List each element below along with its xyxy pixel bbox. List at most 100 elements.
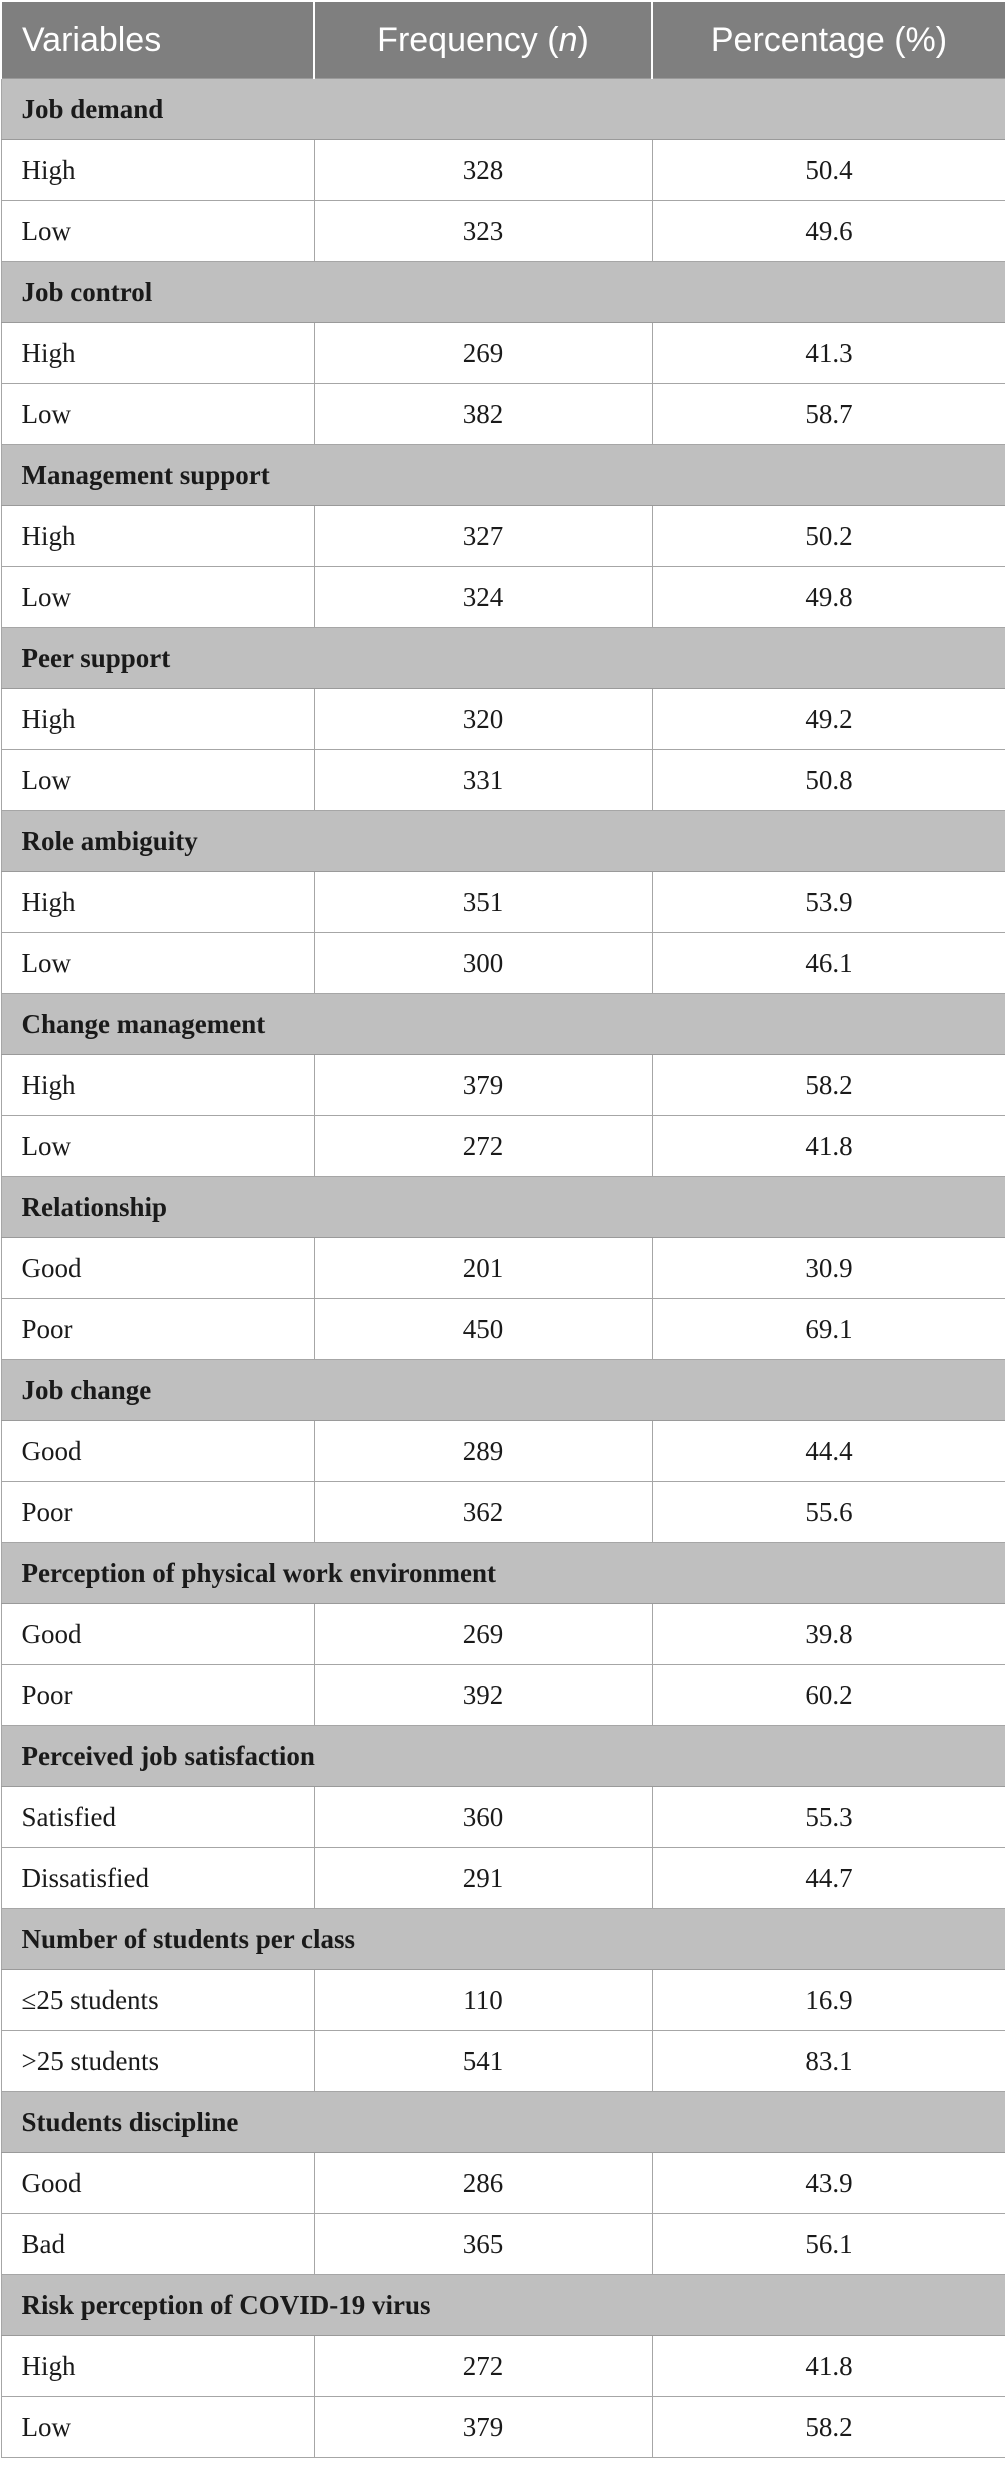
row-label: High: [0, 2335, 315, 2397]
group-title: Number of students per class: [1, 1908, 1005, 1970]
row-frequency: 379: [313, 2396, 653, 2458]
row-percentage: 41.8: [651, 2335, 1005, 2397]
row-label: Low: [0, 200, 315, 262]
table-row: Satisfied 360 55.3: [0, 1786, 1005, 1848]
table-row: High 327 50.2: [0, 505, 1005, 567]
row-label: High: [0, 688, 315, 750]
row-frequency: 541: [313, 2030, 653, 2092]
row-label: High: [0, 322, 315, 384]
group-title: Perception of physical work environment: [1, 1542, 1005, 1604]
row-percentage: 41.8: [651, 1115, 1005, 1177]
table-row: Low 324 49.8: [0, 566, 1005, 628]
table-row: Poor 362 55.6: [0, 1481, 1005, 1543]
row-percentage: 39.8: [651, 1603, 1005, 1665]
group-header-row: Number of students per class: [1, 1908, 1005, 1970]
header-frequency-text: Frequency (: [377, 20, 559, 59]
row-frequency: 320: [313, 688, 653, 750]
header-row: Variables Frequency (n) Percentage (%): [0, 0, 1005, 79]
row-frequency: 382: [313, 383, 653, 445]
row-percentage: 83.1: [651, 2030, 1005, 2092]
row-label: Low: [0, 749, 315, 811]
row-label: Low: [0, 383, 315, 445]
row-frequency: 392: [313, 1664, 653, 1726]
row-percentage: 69.1: [651, 1298, 1005, 1360]
row-label: Low: [0, 1115, 315, 1177]
row-frequency: 289: [313, 1420, 653, 1482]
table-row: Low 382 58.7: [0, 383, 1005, 445]
row-frequency: 450: [313, 1298, 653, 1360]
row-frequency: 328: [313, 139, 653, 201]
row-percentage: 30.9: [651, 1237, 1005, 1299]
row-percentage: 58.7: [651, 383, 1005, 445]
row-percentage: 53.9: [651, 871, 1005, 933]
header-frequency: Frequency (n): [313, 0, 653, 79]
row-label: High: [0, 505, 315, 567]
row-percentage: 44.4: [651, 1420, 1005, 1482]
table-row: Bad 365 56.1: [0, 2213, 1005, 2275]
row-percentage: 50.2: [651, 505, 1005, 567]
group-header-row: Job demand: [1, 78, 1005, 140]
row-label: Good: [0, 1420, 315, 1482]
group-title: Change management: [1, 993, 1005, 1055]
group-title: Role ambiguity: [1, 810, 1005, 872]
row-label: Bad: [0, 2213, 315, 2275]
table-row: Good 269 39.8: [0, 1603, 1005, 1665]
row-frequency: 324: [313, 566, 653, 628]
row-percentage: 49.2: [651, 688, 1005, 750]
row-percentage: 58.2: [651, 2396, 1005, 2458]
row-frequency: 351: [313, 871, 653, 933]
row-label: High: [0, 139, 315, 201]
table-row: High 272 41.8: [0, 2335, 1005, 2397]
table-body: Job demand High 328 50.4 Low 323 49.6 Job contr…: [0, 78, 1005, 2458]
row-label: Poor: [0, 1664, 315, 1726]
header-frequency-close: ): [577, 20, 589, 59]
row-frequency: 323: [313, 200, 653, 262]
header-percentage: Percentage (%): [651, 0, 1005, 79]
row-frequency: 269: [313, 322, 653, 384]
row-label: Low: [0, 2396, 315, 2458]
group-header-row: Role ambiguity: [1, 810, 1005, 872]
row-frequency: 110: [313, 1969, 653, 2031]
row-percentage: 43.9: [651, 2152, 1005, 2214]
row-label: Satisfied: [0, 1786, 315, 1848]
row-frequency: 272: [313, 1115, 653, 1177]
row-percentage: 55.3: [651, 1786, 1005, 1848]
row-frequency: 300: [313, 932, 653, 994]
row-frequency: 272: [313, 2335, 653, 2397]
table-row: Low 331 50.8: [0, 749, 1005, 811]
row-percentage: 55.6: [651, 1481, 1005, 1543]
group-header-row: Relationship: [1, 1176, 1005, 1238]
row-percentage: 16.9: [651, 1969, 1005, 2031]
table-row: High 320 49.2: [0, 688, 1005, 750]
table-row: High 351 53.9: [0, 871, 1005, 933]
row-label: Poor: [0, 1298, 315, 1360]
row-frequency: 269: [313, 1603, 653, 1665]
row-percentage: 44.7: [651, 1847, 1005, 1909]
group-header-row: Perceived job satisfaction: [1, 1725, 1005, 1787]
row-label: Low: [0, 932, 315, 994]
table-row: Low 272 41.8: [0, 1115, 1005, 1177]
table-row: Low 300 46.1: [0, 932, 1005, 994]
table-row: Low 323 49.6: [0, 200, 1005, 262]
table-row: Good 289 44.4: [0, 1420, 1005, 1482]
table-row: Dissatisfied 291 44.7: [0, 1847, 1005, 1909]
row-frequency: 291: [313, 1847, 653, 1909]
group-header-row: Peer support: [1, 627, 1005, 689]
row-frequency: 362: [313, 1481, 653, 1543]
group-title: Management support: [1, 444, 1005, 506]
row-frequency: 360: [313, 1786, 653, 1848]
row-percentage: 50.4: [651, 139, 1005, 201]
row-label: Dissatisfied: [0, 1847, 315, 1909]
row-label: Low: [0, 566, 315, 628]
table-header: Variables Frequency (n) Percentage (%): [0, 0, 1005, 79]
row-frequency: 286: [313, 2152, 653, 2214]
row-percentage: 56.1: [651, 2213, 1005, 2275]
row-label: Good: [0, 1237, 315, 1299]
header-frequency-n: n: [558, 20, 578, 59]
row-label: Good: [0, 1603, 315, 1665]
group-title: Relationship: [1, 1176, 1005, 1238]
group-header-row: Change management: [1, 993, 1005, 1055]
row-percentage: 46.1: [651, 932, 1005, 994]
table-row: High 328 50.4: [0, 139, 1005, 201]
